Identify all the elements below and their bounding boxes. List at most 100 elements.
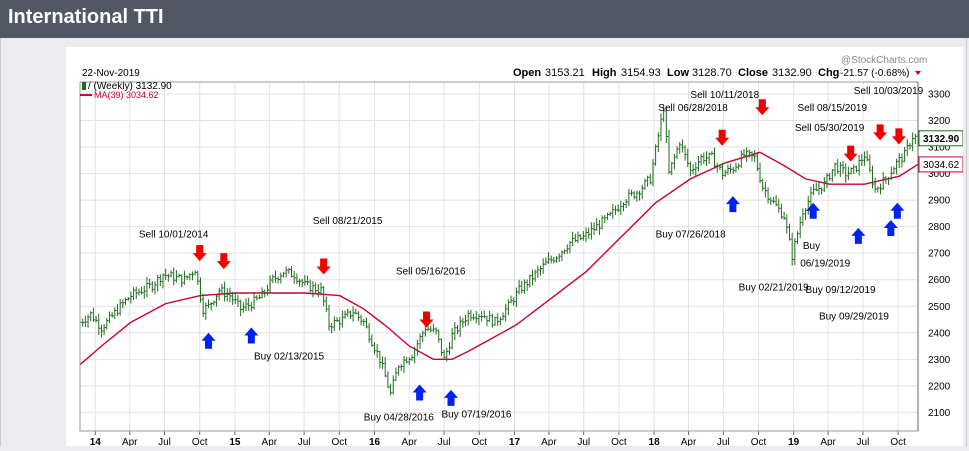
price-bar bbox=[815, 182, 819, 192]
price-bar bbox=[823, 176, 827, 193]
price-bar bbox=[379, 350, 382, 369]
price-bar bbox=[371, 334, 374, 347]
price-bar bbox=[665, 106, 669, 144]
price-bar bbox=[663, 105, 666, 122]
price-bar bbox=[510, 295, 514, 304]
price-bar bbox=[673, 153, 677, 170]
price-bar bbox=[550, 255, 554, 264]
price-bar bbox=[818, 182, 821, 195]
legend: / (Weekly) 3132.90 MA(39) 3034.62 bbox=[80, 81, 172, 100]
price-bar bbox=[331, 322, 334, 334]
price-bar bbox=[116, 303, 120, 316]
x-tick-label: Jul bbox=[717, 437, 730, 446]
signal-annotation: Sell 06/28/2018 bbox=[658, 103, 728, 114]
price-bar bbox=[548, 252, 551, 264]
price-bar bbox=[274, 270, 278, 283]
price-bar bbox=[494, 316, 497, 327]
price-bar bbox=[189, 273, 192, 281]
price-bar bbox=[216, 294, 219, 307]
price-bar bbox=[877, 186, 880, 193]
open-value: 3153.21 bbox=[545, 67, 585, 79]
close-value: 3132.90 bbox=[772, 67, 812, 79]
price-bar bbox=[740, 150, 744, 168]
price-bar bbox=[221, 283, 224, 295]
price-bar bbox=[855, 165, 859, 173]
y-tick-label: 2200 bbox=[928, 381, 951, 392]
price-bar bbox=[556, 256, 559, 263]
price-bar bbox=[208, 299, 211, 309]
price-bar bbox=[489, 310, 492, 322]
price-bar bbox=[687, 148, 690, 168]
price-bar bbox=[708, 152, 712, 164]
price-bar bbox=[430, 325, 433, 333]
price-bar bbox=[521, 281, 524, 294]
price-bar bbox=[762, 178, 765, 192]
price-bar bbox=[807, 195, 811, 215]
price-bar bbox=[157, 274, 160, 292]
price-bar bbox=[491, 313, 495, 328]
price-bar bbox=[162, 273, 165, 289]
price-bar bbox=[735, 162, 738, 173]
price-bar bbox=[754, 150, 757, 163]
price-bar bbox=[826, 172, 829, 189]
price-bar bbox=[114, 307, 117, 319]
price-bar bbox=[513, 297, 516, 306]
price-bar bbox=[652, 159, 655, 187]
close-label: Close bbox=[738, 67, 768, 79]
price-bar bbox=[861, 154, 864, 166]
price-bar bbox=[869, 154, 872, 173]
price-bar bbox=[505, 303, 508, 322]
price-bar bbox=[695, 162, 698, 176]
price-bar bbox=[205, 302, 208, 320]
price-bar bbox=[588, 227, 591, 239]
price-bar bbox=[668, 130, 672, 175]
price-bar bbox=[633, 191, 637, 200]
price-bar bbox=[526, 279, 530, 292]
price-bar bbox=[746, 147, 749, 162]
price-bar bbox=[529, 274, 532, 288]
price-bar bbox=[98, 313, 101, 335]
signal-annotation: Sell 05/16/2016 bbox=[396, 266, 466, 277]
signal-annotation: Sell 10/03/2019 bbox=[854, 86, 924, 97]
x-tick-label: Apr bbox=[681, 437, 697, 446]
price-bar bbox=[716, 163, 720, 173]
x-tick-label: Apr bbox=[122, 437, 138, 446]
price-bar bbox=[103, 324, 107, 336]
price-bar bbox=[636, 190, 639, 202]
price-bar bbox=[558, 253, 562, 263]
price-bar bbox=[106, 317, 109, 330]
price-bar bbox=[679, 142, 682, 154]
price-bar bbox=[705, 151, 709, 166]
price-bar bbox=[759, 162, 763, 184]
price-bar bbox=[483, 310, 487, 319]
x-tick-label: Oct bbox=[611, 437, 627, 446]
price-bar bbox=[845, 163, 848, 183]
price-bar bbox=[598, 220, 602, 235]
price-bar bbox=[285, 266, 289, 278]
price-bar bbox=[175, 270, 179, 283]
sell-arrow-icon bbox=[755, 99, 770, 116]
price-bar bbox=[507, 299, 511, 316]
buy-arrow-icon bbox=[412, 384, 427, 401]
x-tick-label: 15 bbox=[229, 437, 241, 446]
price-bar bbox=[775, 194, 779, 207]
price-bar bbox=[159, 274, 163, 286]
x-tick-label: Oct bbox=[192, 437, 208, 446]
price-bar bbox=[328, 304, 331, 331]
price-bar bbox=[374, 342, 377, 355]
window-header: International TTI bbox=[0, 0, 969, 38]
price-bar bbox=[850, 167, 854, 175]
price-bar bbox=[719, 164, 722, 171]
watermark: @StockCharts.com bbox=[841, 55, 927, 66]
price-bar bbox=[256, 295, 259, 301]
price-bar bbox=[657, 132, 661, 153]
price-bar bbox=[545, 257, 548, 266]
price-bar bbox=[100, 324, 104, 338]
price-bar bbox=[467, 310, 471, 326]
price-bar bbox=[593, 222, 597, 235]
price-bar bbox=[802, 208, 805, 226]
price-bar bbox=[904, 146, 907, 163]
price-bar bbox=[799, 216, 803, 239]
signal-annotation: Buy 04/28/2016 bbox=[364, 412, 434, 423]
x-tick-label: Apr bbox=[402, 437, 418, 446]
